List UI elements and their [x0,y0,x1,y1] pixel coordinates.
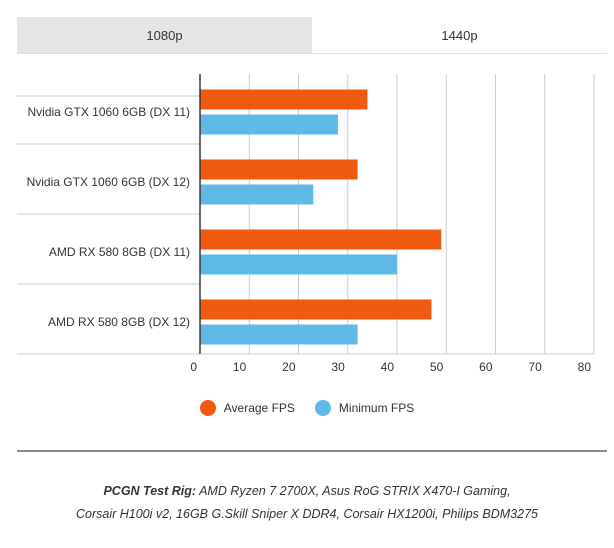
bar-minimum-3 [200,254,397,275]
x-tick-label: 70 [528,360,542,374]
caption-line-1: PCGN Test Rig: AMD Ryzen 7 2700X, Asus R… [0,480,614,503]
category-label: AMD RX 580 8GB (DX 11) [49,245,190,259]
caption-label: PCGN Test Rig: [103,484,197,498]
category-label: AMD RX 580 8GB (DX 12) [48,315,190,329]
resolution-tabs: 1080p 1440p [17,17,607,53]
x-tick-label: 10 [233,360,247,374]
x-tick-label: 0 [190,360,197,374]
x-tick-label: 60 [479,360,493,374]
bar-chart: Nvidia GTX 1060 6GB (DX 11) Nvidia GTX 10… [17,74,595,374]
x-tick-label: 80 [578,360,592,374]
tab-divider [17,53,607,54]
legend-swatch-average [199,400,216,416]
x-tick-label: 30 [331,360,345,374]
tab-1440p[interactable]: 1440p [312,17,607,53]
category-label: Nvidia GTX 1060 6GB (DX 11) [27,105,190,119]
x-tick-label: 50 [430,360,444,374]
footer-divider [17,450,607,452]
legend-item-average: Average FPS [199,400,295,416]
bar-average-1 [200,89,368,110]
legend-item-minimum: Minimum FPS [314,400,415,416]
bar-minimum-2 [200,184,314,205]
legend-label-minimum: Minimum FPS [338,401,415,415]
tab-1080p[interactable]: 1080p [17,17,312,53]
legend-label-average: Average FPS [223,401,295,415]
bar-average-3 [200,229,442,250]
caption-line-2: Corsair H100i v2, 16GB G.Skill Sniper X … [76,507,538,521]
x-tick-label: 40 [381,360,395,374]
test-rig-caption: PCGN Test Rig: AMD Ryzen 7 2700X, Asus R… [0,480,614,526]
x-tick-label: 20 [282,360,296,374]
bar-minimum-1 [200,114,338,135]
category-label: Nvidia GTX 1060 6GB (DX 12) [27,175,190,189]
chart-legend: Average FPS Minimum FPS [0,397,614,419]
legend-swatch-minimum [314,400,331,416]
bar-average-4 [200,299,432,320]
caption-text-1: AMD Ryzen 7 2700X, Asus RoG STRIX X470-I… [199,484,511,498]
bar-average-2 [200,159,358,180]
bar-minimum-4 [200,324,358,345]
